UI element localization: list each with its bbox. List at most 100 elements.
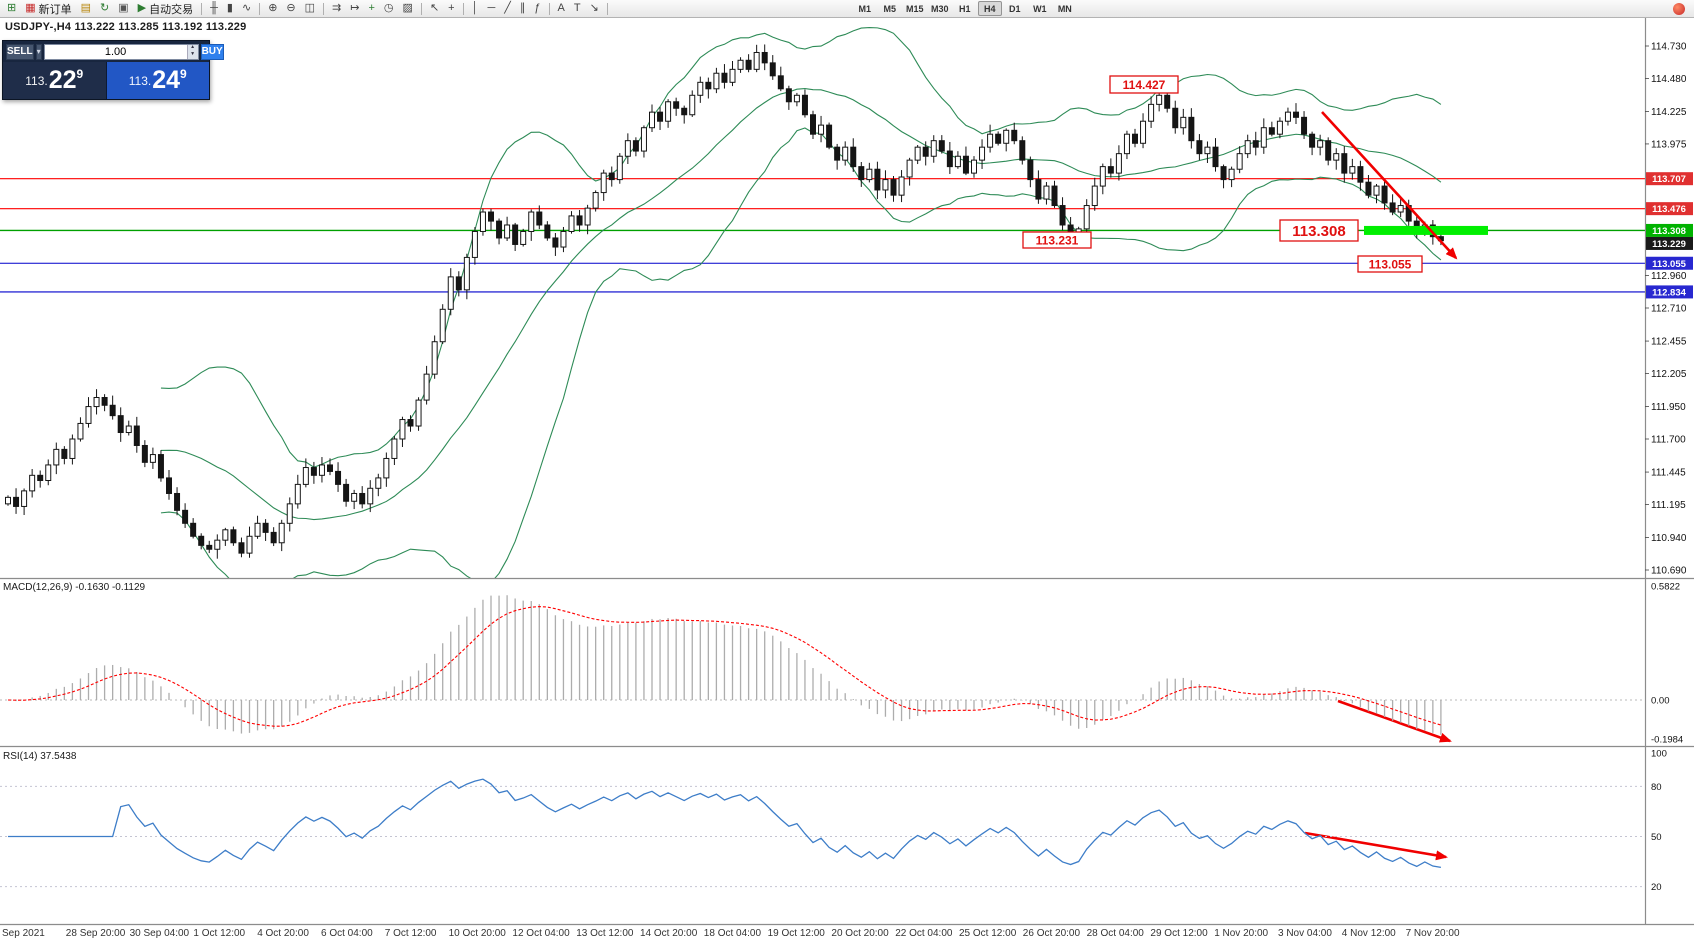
text-box-button[interactable]: T (570, 1, 585, 17)
volume-input[interactable] (44, 44, 187, 59)
fibonacci-button[interactable]: ƒ (530, 1, 544, 17)
price-annotation-box[interactable] (1279, 219, 1359, 242)
equidistant-channel-icon: ∥ (519, 2, 526, 14)
buy-button[interactable]: BUY (200, 43, 224, 60)
buy-price[interactable]: 113. 24 9 (105, 62, 209, 99)
main-chart-panel[interactable] (0, 27, 1645, 595)
candle (592, 192, 599, 209)
candle (1220, 166, 1227, 181)
timeframe-w1-button[interactable]: W1 (1028, 1, 1052, 16)
candle (769, 62, 776, 77)
candle (777, 75, 784, 90)
chart-profiles-button[interactable]: ▤ (77, 1, 95, 17)
text-label-button[interactable]: A (554, 1, 569, 17)
new-chart-button[interactable]: ⊞ (3, 1, 20, 17)
volume-field: ▲ ▼ (43, 43, 199, 60)
price-annotation-box[interactable] (1109, 75, 1179, 94)
candle (1107, 166, 1114, 174)
autotrading-button[interactable]: ▶ 自动交易 (134, 1, 197, 17)
macd-panel[interactable] (0, 595, 1645, 735)
alert-icon[interactable] (1673, 2, 1685, 15)
templates-button[interactable]: ▨ (399, 1, 417, 17)
auto-scroll-button[interactable]: ⇉ (328, 1, 345, 17)
trend-arrow[interactable] (1321, 111, 1458, 260)
trend-arrow[interactable] (1304, 831, 1448, 861)
candle (946, 150, 953, 168)
equidistant-channel-button[interactable]: ∥ (516, 1, 530, 17)
zoom-in-button[interactable]: ⊕ (264, 1, 281, 17)
volume-up-icon[interactable]: ▲ (186, 44, 198, 52)
candle (552, 237, 559, 248)
order-type-dropdown[interactable]: ▾ (35, 43, 42, 60)
trend-arrow[interactable] (1337, 699, 1452, 743)
horizontal-line-icon: ─ (487, 2, 496, 14)
sell-button[interactable]: SELL (6, 43, 34, 60)
candle (1164, 94, 1171, 109)
sell-price[interactable]: 113. 22 9 (3, 62, 106, 99)
full-screen-button[interactable]: ▣ (114, 1, 132, 17)
rsi-indicator-label: RSI(14) 37.5438 (3, 751, 77, 762)
crosshair-button[interactable]: + (444, 1, 458, 17)
timeframe-m1-button[interactable]: M1 (853, 1, 877, 16)
time-axis[interactable]: Sep 2021 28 Sep 20:00 30 Sep 04:00 1 Oct 12… (2, 928, 1460, 939)
timeframe-m15-button[interactable]: M15 (903, 1, 927, 16)
timeframe-m5-button[interactable]: M5 (878, 1, 902, 16)
chart-shift-button[interactable]: ↦ (346, 1, 363, 17)
bollinger-lower-band (160, 127, 1442, 579)
price-scale[interactable]: 114.730 114.480 114.225 113.975 112.960 112.7… (1645, 42, 1693, 894)
candle (407, 419, 414, 427)
candle (335, 470, 342, 485)
candle (721, 72, 728, 83)
buy-price-sup: 9 (180, 66, 187, 81)
timeframe-d1-button[interactable]: D1 (1003, 1, 1027, 16)
timeframe-mn-button[interactable]: MN (1053, 1, 1077, 16)
time-axis-label: 28 Sep 20:00 (66, 928, 126, 939)
arrow-objects-button[interactable]: ↘ (586, 1, 603, 17)
horizontal-line-button[interactable]: ─ (483, 1, 499, 17)
tile-windows-button[interactable]: ◫ (301, 1, 319, 17)
rsi-panel[interactable] (0, 778, 1645, 888)
candle (745, 59, 752, 70)
vertical-line-button[interactable]: │ (468, 1, 483, 17)
time-axis-label: 4 Nov 12:00 (1342, 928, 1396, 939)
candle (109, 404, 116, 417)
cursor-button[interactable]: ↖ (426, 1, 443, 17)
chart-shift-icon: ↦ (350, 2, 360, 14)
refresh-button[interactable]: ↻ (96, 1, 113, 17)
price-annotation-box[interactable] (1022, 231, 1092, 249)
timeframe-h4-button[interactable]: H4 (977, 1, 1002, 16)
bar-chart-button[interactable]: ╫ (206, 1, 222, 17)
price-tick-label: 112.960 (1651, 271, 1687, 282)
candle (1059, 205, 1066, 226)
candle (866, 168, 873, 181)
new-order-button[interactable]: ▦ 新订单 (21, 1, 75, 17)
candle (1099, 166, 1106, 187)
zoom-out-button[interactable]: ⊖ (282, 1, 299, 17)
candle (616, 155, 623, 181)
candle (914, 146, 921, 161)
volume-down-icon[interactable]: ▼ (186, 51, 198, 59)
timeframe-h1-button[interactable]: H1 (953, 1, 977, 16)
price-annotation-box[interactable] (1357, 255, 1423, 273)
candle (512, 224, 519, 245)
line-chart-button[interactable]: ∿ (238, 1, 255, 17)
candle (214, 539, 221, 550)
add-indicator-button[interactable]: + (364, 1, 378, 17)
candle (826, 124, 833, 148)
candle (5, 496, 11, 505)
candle (496, 220, 503, 239)
candle (222, 529, 229, 541)
candle (447, 276, 454, 310)
candle (1188, 116, 1195, 142)
candlestick-chart-button[interactable]: ▮ (223, 1, 237, 17)
highlight-bar[interactable] (1364, 225, 1488, 235)
arrow-objects-icon: ↘ (589, 2, 599, 14)
price-scale-box (1646, 202, 1693, 216)
candle (576, 215, 583, 226)
period-settings-button[interactable]: ◷ (380, 1, 398, 17)
candle (1196, 140, 1203, 155)
trendline-button[interactable]: ╱ (500, 1, 515, 17)
timeframe-m30-button[interactable]: M30 (928, 1, 952, 16)
add-indicator-icon: + (368, 2, 375, 14)
